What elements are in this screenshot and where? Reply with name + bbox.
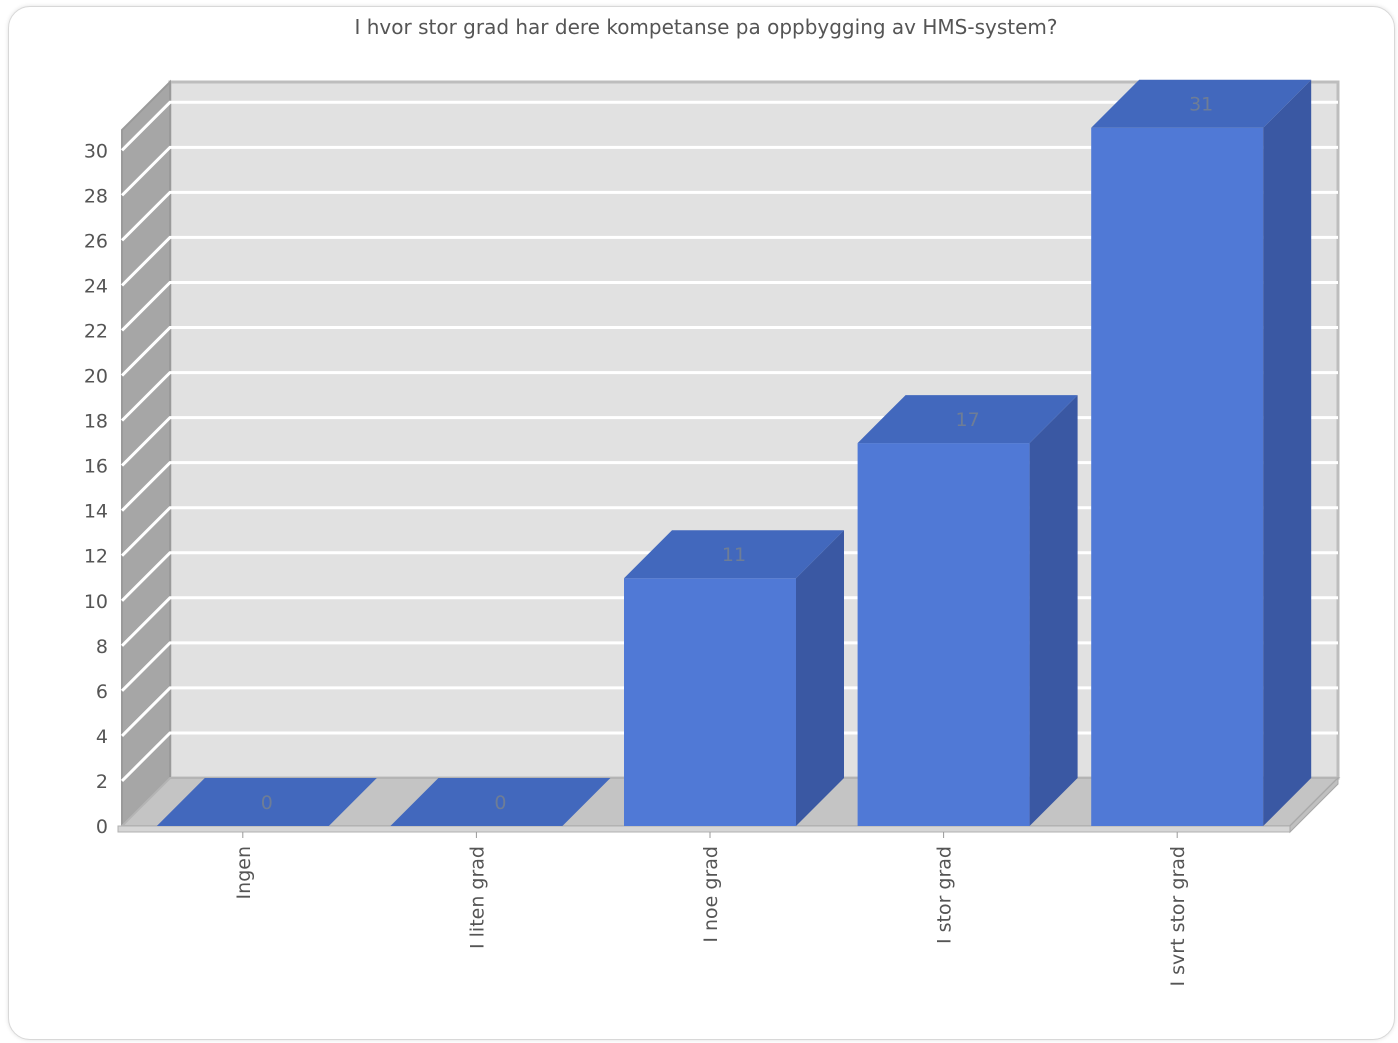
y-tick-label: 28 [84, 185, 108, 207]
y-tick-label: 4 [96, 726, 108, 748]
floor-front-edge [117, 825, 1291, 833]
y-tick-label: 18 [84, 411, 108, 433]
bar-5: 31 [1091, 79, 1312, 827]
y-tick-label: 20 [84, 366, 108, 388]
y-tick-label: 16 [84, 456, 108, 478]
bar-top [624, 530, 844, 579]
y-tick-label: 30 [84, 140, 108, 162]
y-tick-label: 12 [84, 546, 108, 568]
bar-side [1029, 395, 1078, 826]
chart-title: I hvor stor grad har dere kompetanse pa … [354, 15, 1057, 39]
x-tick-label: Ingen [233, 846, 255, 899]
y-tick-label: 0 [96, 816, 108, 838]
y-tick-label: 14 [84, 501, 108, 523]
y-tick-label: 22 [84, 320, 108, 342]
gridline [120, 190, 1338, 242]
bar-side [796, 530, 844, 826]
x-tick-label: I svrt stor grad [1167, 846, 1189, 987]
chart-bars: 0 0 11 17 31 [156, 79, 1312, 827]
bar-top [857, 395, 1078, 444]
bar-2: 0 [390, 778, 611, 826]
y-tick-label: 2 [96, 771, 108, 793]
gridline [120, 100, 1338, 152]
bar-value-label: 11 [722, 544, 746, 566]
bar-4: 17 [857, 395, 1078, 826]
bar-1: 0 [156, 778, 377, 826]
x-tick-label: I noe grad [700, 846, 722, 943]
x-tick-label: I liten grad [466, 846, 488, 949]
bar-side [1263, 79, 1312, 827]
floor-side-edge [1289, 776, 1339, 834]
bar-top [1091, 79, 1312, 128]
gridline [120, 145, 1338, 197]
y-tick-label: 24 [84, 275, 108, 297]
left-wall [121, 79, 171, 829]
gridline [120, 371, 1338, 422]
bar-top [390, 778, 611, 826]
y-tick-label: 26 [84, 230, 108, 252]
bar-top [156, 778, 377, 826]
gridline [120, 280, 1338, 332]
bar-value-label: 31 [1189, 94, 1213, 116]
bar-front [624, 578, 796, 826]
gridline [120, 235, 1338, 287]
y-tick-label: 10 [84, 591, 108, 613]
y-tick-label: 6 [96, 681, 108, 703]
y-tick-label: 8 [96, 636, 108, 658]
x-axis: Ingen I liten grad I noe grad I stor grad I … [233, 832, 1189, 987]
bar-value-label: 0 [261, 792, 273, 814]
x-tick-label: I stor grad [934, 846, 956, 944]
bar-3: 11 [624, 530, 844, 826]
bar-value-label: 17 [956, 409, 980, 431]
bar-front [1091, 127, 1264, 827]
bar-front [857, 443, 1030, 826]
gridline [120, 326, 1338, 377]
bar-value-label: 0 [494, 792, 506, 814]
